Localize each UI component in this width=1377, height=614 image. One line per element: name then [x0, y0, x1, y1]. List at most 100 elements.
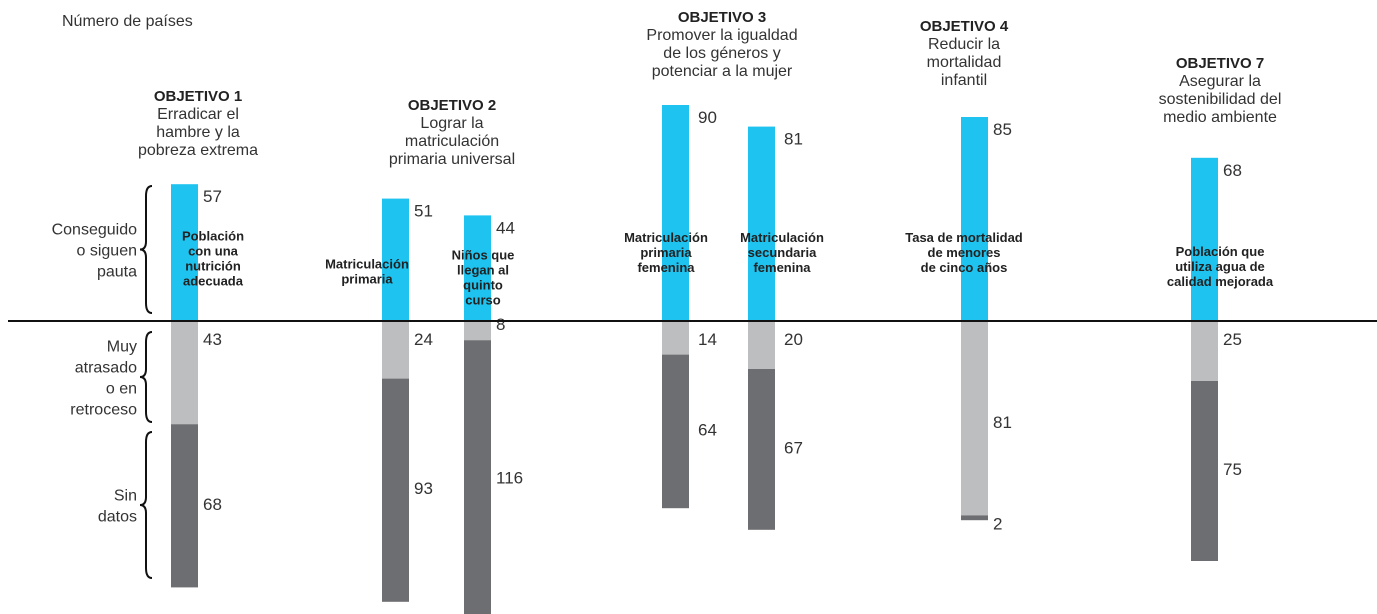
value-label: 68 [1223, 161, 1242, 180]
bar-segment-off-track [961, 321, 988, 516]
indicator-label-line: primaria [640, 245, 692, 260]
value-label: 64 [698, 420, 717, 439]
bar-segment-off-track [171, 321, 198, 425]
indicator-label-line: nutrición [185, 259, 241, 274]
value-label: 44 [496, 218, 515, 237]
value-label: 43 [203, 330, 222, 349]
value-label: 67 [784, 438, 803, 457]
indicator-label-line: Población [182, 229, 244, 244]
value-label: 68 [203, 495, 222, 514]
bar-segment-no-data [464, 340, 491, 614]
value-label: 24 [414, 330, 433, 349]
goal-description-line: Reducir la [928, 36, 1000, 53]
indicator-label-line: llegan al [457, 263, 509, 278]
bar-segment-off-track [382, 321, 409, 379]
goal-title: OBJETIVO 2 [408, 97, 496, 114]
bar-segment-achieved [961, 117, 988, 321]
indicator-label-line: Matriculación [740, 230, 824, 245]
value-label: 81 [993, 413, 1012, 432]
status-category-label: o siguen [77, 243, 138, 260]
indicator-label-line: Matriculación [624, 230, 708, 245]
indicator-label-line: de menores [928, 245, 1001, 260]
indicator-label-line: Niños que [452, 248, 515, 263]
indicator-label-line: de cinco años [921, 260, 1008, 275]
value-label: 14 [698, 330, 717, 349]
indicator-label-line: femenina [753, 260, 811, 275]
value-label: 25 [1223, 330, 1242, 349]
bar-segment-no-data [748, 369, 775, 530]
bar-segment-achieved [662, 105, 689, 321]
bar-segment-off-track [662, 321, 689, 355]
indicator-label-line: utiliza agua de [1175, 259, 1265, 274]
value-label: 90 [698, 108, 717, 127]
goal-title: OBJETIVO 7 [1176, 55, 1264, 72]
goal-description-line: Asegurar la [1179, 73, 1261, 90]
value-label: 85 [993, 120, 1012, 139]
status-category-labels: Conseguido o siguen pauta Muy atrasado o en re… [52, 185, 153, 579]
value-label: 8 [496, 315, 505, 334]
status-category-label: Muy [107, 339, 137, 356]
indicator-label-line: adecuada [183, 274, 244, 289]
goal-description-line: infantil [941, 72, 987, 89]
bar-segment-no-data [662, 354, 689, 509]
value-label: 93 [414, 479, 433, 498]
goal-description-line: matriculación [405, 133, 499, 150]
indicator-label-line: Tasa de mortalidad [905, 230, 1023, 245]
goal-description-line: potenciar a la mujer [652, 63, 793, 80]
status-category-label: Sin [114, 488, 137, 505]
indicator-label-line: curso [465, 293, 500, 308]
y-axis-label: Número de países [62, 13, 193, 30]
bar-segment-no-data [171, 424, 198, 588]
value-label: 81 [784, 130, 803, 149]
status-category-label: atrasado [75, 360, 137, 377]
goal-description-line: mortalidad [927, 54, 1002, 71]
value-label: 20 [784, 330, 803, 349]
value-label: 57 [203, 187, 222, 206]
value-label: 116 [496, 468, 523, 487]
indicator-label-line: femenina [637, 260, 695, 275]
goal-description-line: pobreza extrema [138, 142, 258, 159]
category-brace [139, 331, 153, 423]
status-category-label: pauta [97, 264, 137, 281]
goal-description-line: sostenibilidad del [1159, 91, 1282, 108]
goal-description-line: hambre y la [156, 124, 240, 141]
bar-segment-achieved [464, 215, 491, 321]
bar-segment-no-data [961, 515, 988, 521]
status-category-label: datos [98, 509, 137, 526]
bar-segment-off-track [464, 321, 491, 341]
bar-segment-achieved [748, 126, 775, 321]
value-label: 2 [993, 514, 1002, 533]
indicator-label-line: primaria [341, 272, 393, 287]
bar-segment-off-track [748, 321, 775, 369]
bar-segment-no-data [382, 378, 409, 602]
goal-title: OBJETIVO 4 [920, 18, 1009, 35]
goal-description-line: medio ambiente [1163, 109, 1277, 126]
goal-description-line: Promover la igualdad [646, 27, 797, 44]
status-category-label: o en [106, 381, 137, 398]
bar-segment-achieved [382, 198, 409, 321]
goal-description-line: Lograr la [420, 115, 483, 132]
category-brace [139, 185, 153, 314]
goal-description-line: Erradicar el [157, 106, 239, 123]
bar-segment-no-data [1191, 381, 1218, 561]
indicator-label-line: con una [188, 244, 239, 259]
goal-description-line: primaria universal [389, 151, 515, 168]
goal-title: OBJETIVO 1 [154, 88, 242, 105]
goal-title: OBJETIVO 3 [678, 9, 766, 26]
value-label: 75 [1223, 460, 1242, 479]
bar-segment-off-track [1191, 321, 1218, 381]
bar-segment-achieved [171, 184, 198, 321]
indicator-label-line: quinto [463, 278, 503, 293]
status-category-label: Conseguido [52, 222, 138, 239]
status-category-label: retroceso [70, 402, 137, 419]
value-label: 51 [414, 202, 433, 221]
category-brace [139, 431, 153, 579]
indicator-label-line: Matriculación [325, 257, 409, 272]
